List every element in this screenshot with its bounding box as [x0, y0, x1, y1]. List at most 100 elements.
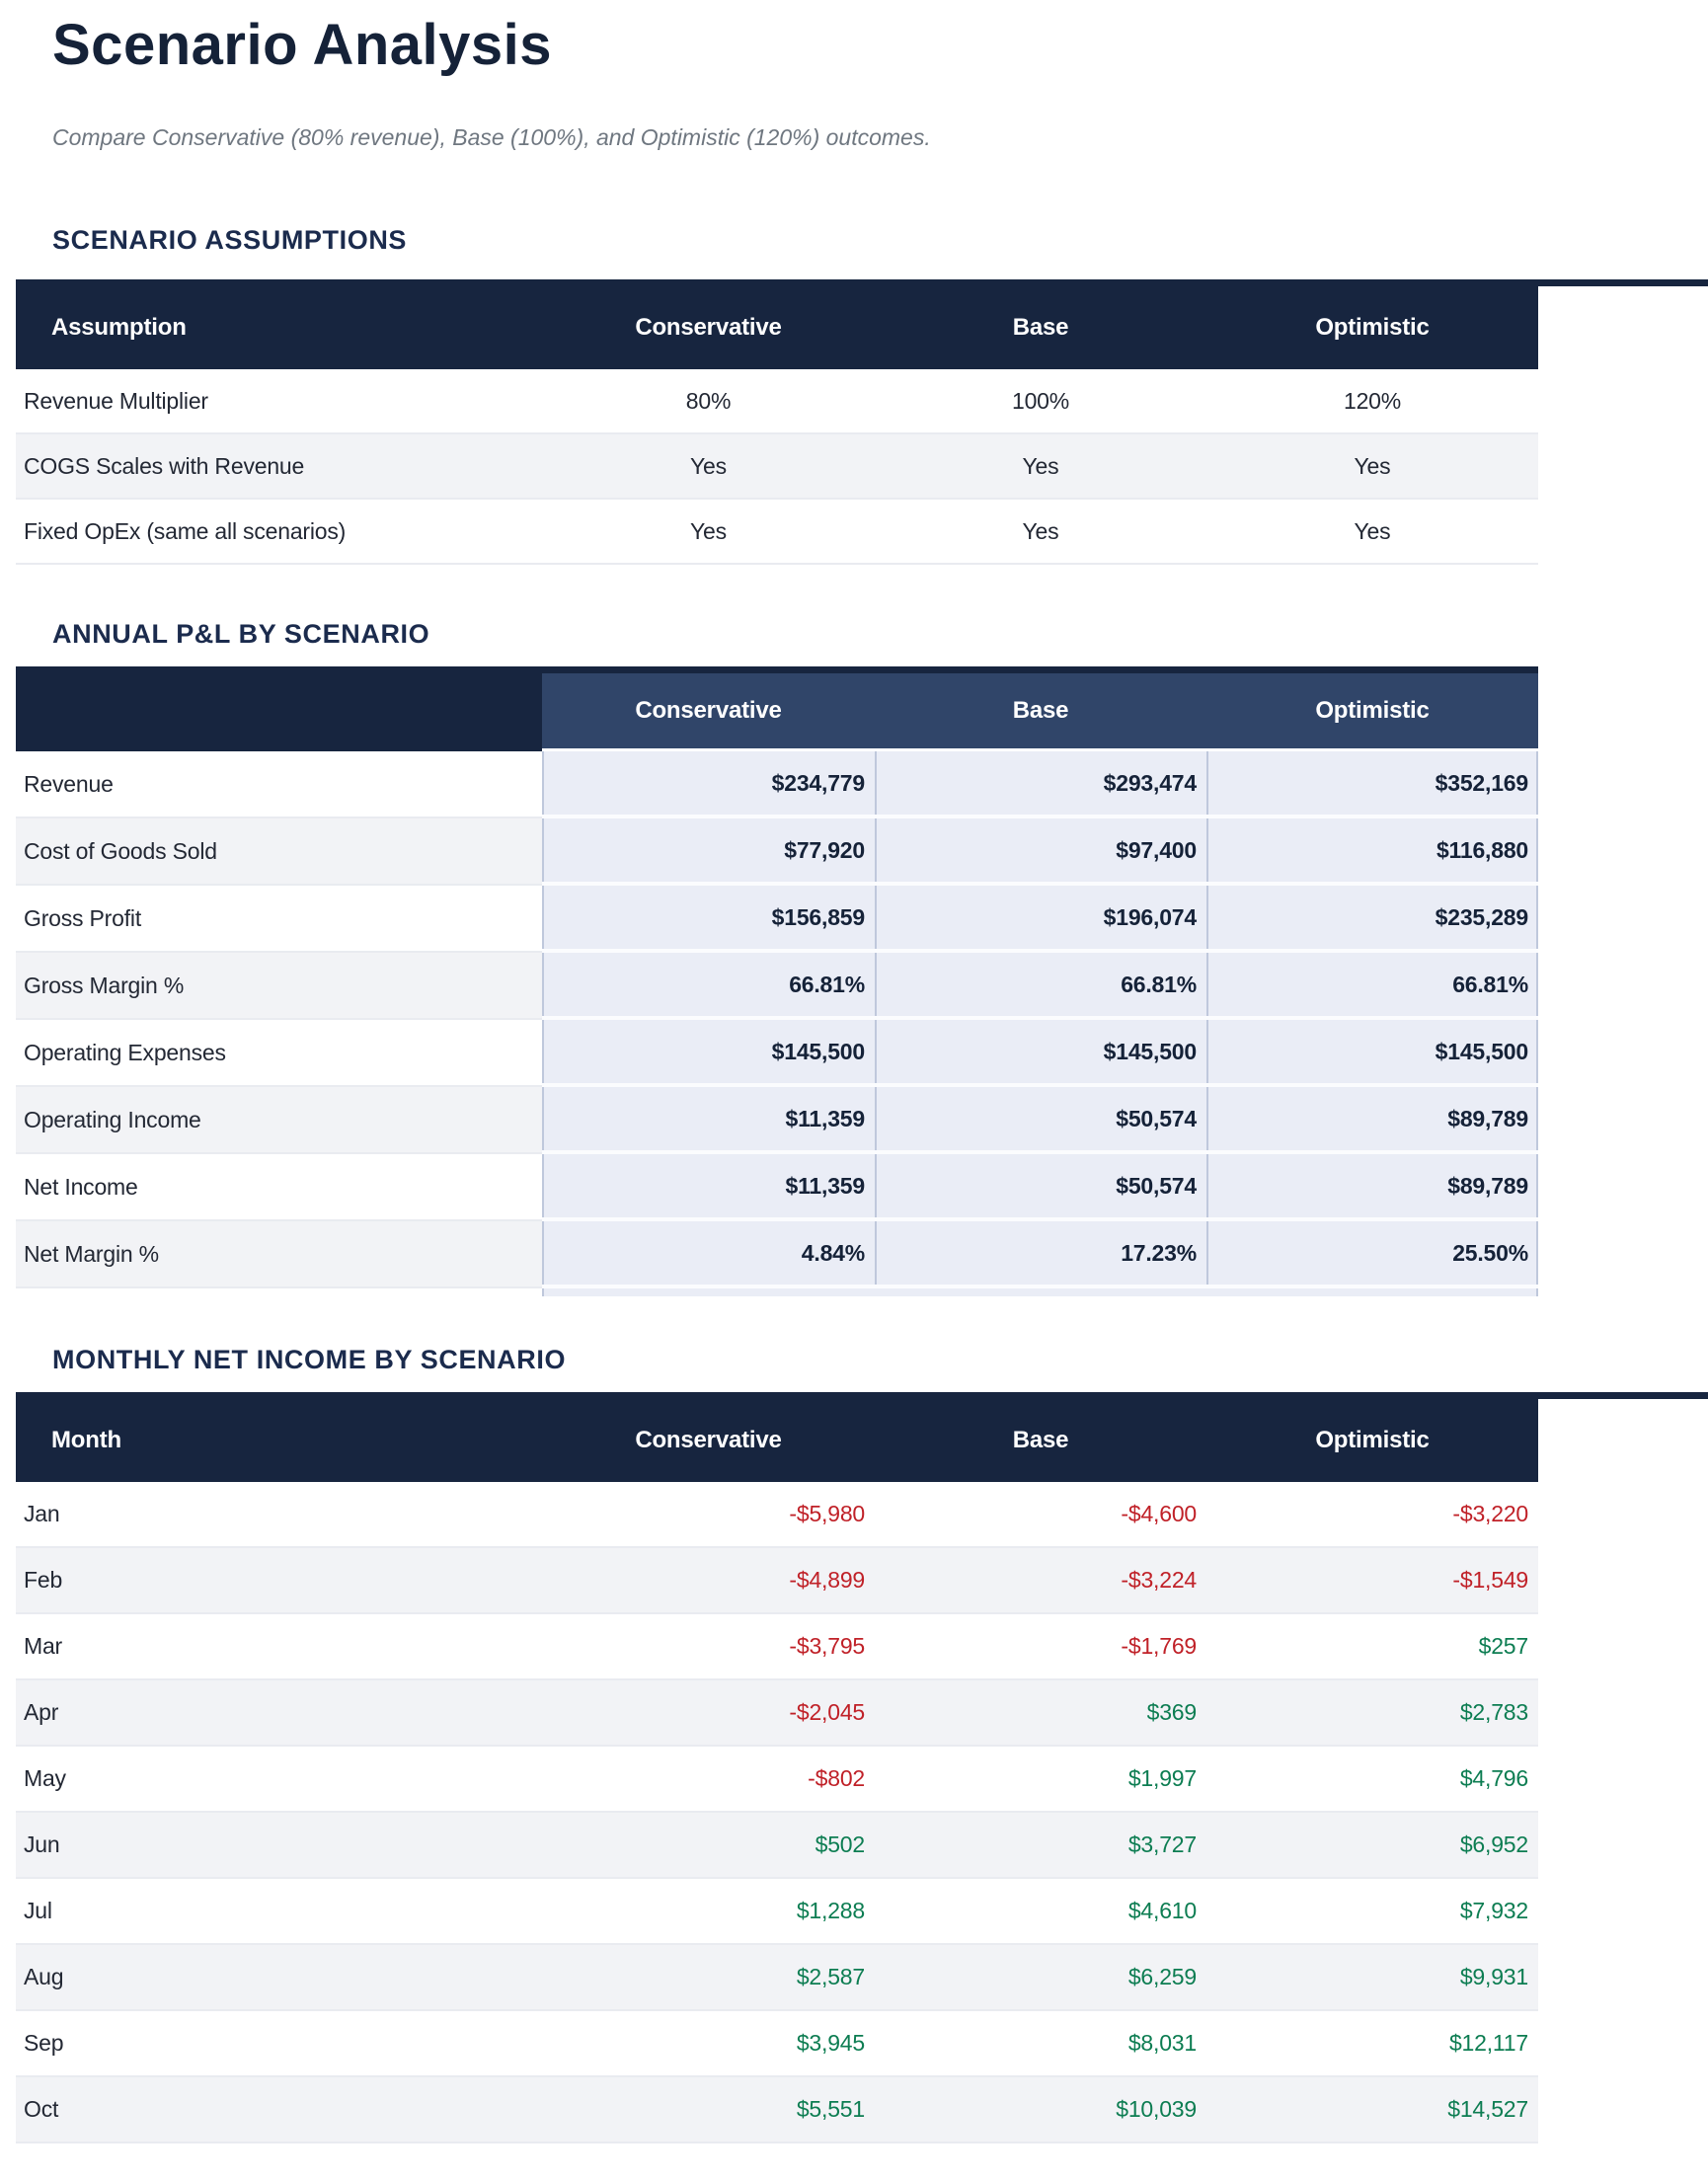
table-row: Cost of Goods Sold $77,920 $97,400 $116,… — [16, 818, 1538, 886]
assumption-row-label: Fixed OpEx (same all scenarios) — [16, 500, 542, 565]
pnl-value: $89,789 — [1206, 1087, 1538, 1154]
table-row: COGS Scales with Revenue Yes Yes Yes — [16, 434, 1538, 500]
month-label: May — [16, 1747, 542, 1813]
pnl-value: $234,779 — [542, 751, 875, 818]
table-row: Aug $2,587 $6,259 $9,931 — [16, 1945, 1538, 2011]
monthly-value: $8,031 — [875, 2011, 1206, 2077]
column-header-optimistic: Optimistic — [1206, 666, 1538, 751]
monthly-value: $369 — [875, 1680, 1206, 1747]
pnl-row-label: Operating Income — [16, 1087, 542, 1154]
pnl-value: 17.23% — [875, 1221, 1206, 1288]
table-row: Operating Expenses $145,500 $145,500 $14… — [16, 1020, 1538, 1087]
monthly-value: -$1,769 — [875, 1614, 1206, 1680]
column-header-conservative: Conservative — [635, 1427, 782, 1453]
pnl-value: $145,500 — [875, 1020, 1206, 1087]
pnl-value: 66.81% — [1206, 953, 1538, 1020]
pnl-row-label: Operating Expenses — [16, 1020, 542, 1087]
page-subtitle: Compare Conservative (80% revenue), Base… — [52, 124, 931, 150]
monthly-value: $4,796 — [1206, 1747, 1538, 1813]
pnl-value: $50,574 — [875, 1154, 1206, 1221]
pnl-value: $196,074 — [875, 886, 1206, 953]
pnl-value: 25.50% — [1206, 1221, 1538, 1288]
pnl-value: $116,880 — [1206, 818, 1538, 886]
table-row: Mar -$3,795 -$1,769 $257 — [16, 1614, 1538, 1680]
table-row: Fixed OpEx (same all scenarios) Yes Yes … — [16, 500, 1538, 565]
monthly-header-row: Month Conservative Base Optimistic — [16, 1399, 1538, 1482]
monthly-value: -$3,220 — [1206, 1482, 1538, 1548]
monthly-value: -$2,045 — [542, 1680, 875, 1747]
pnl-row-label: Net Margin % — [16, 1221, 542, 1288]
assumption-row-label: COGS Scales with Revenue — [16, 434, 542, 500]
pnl-value: $145,500 — [1206, 1020, 1538, 1087]
month-label: Feb — [16, 1548, 542, 1614]
monthly-value: $9,931 — [1206, 1945, 1538, 2011]
monthly-value: $1,997 — [875, 1747, 1206, 1813]
pnl-value: $11,359 — [542, 1154, 875, 1221]
monthly-value: -$4,600 — [875, 1482, 1206, 1548]
monthly-value: $2,783 — [1206, 1680, 1538, 1747]
table-row: Apr -$2,045 $369 $2,783 — [16, 1680, 1538, 1747]
monthly-value: $1,288 — [542, 1879, 875, 1945]
annual-pnl-table: Conservative Base Optimistic Revenue $23… — [16, 666, 1708, 1296]
column-header-base: Base — [875, 666, 1206, 751]
monthly-value: -$3,224 — [875, 1548, 1206, 1614]
pnl-row-label: Gross Margin % — [16, 953, 542, 1020]
table-row: May -$802 $1,997 $4,796 — [16, 1747, 1538, 1813]
monthly-value: -$3,795 — [542, 1614, 875, 1680]
monthly-value: -$802 — [542, 1747, 875, 1813]
table-row: Jun $502 $3,727 $6,952 — [16, 1813, 1538, 1879]
pnl-value: $156,859 — [542, 886, 875, 953]
column-header-month: Month — [51, 1427, 121, 1453]
assumption-value: Yes — [542, 500, 875, 565]
column-header-assumption: Assumption — [51, 314, 187, 341]
table-row: Revenue $234,779 $293,474 $352,169 — [16, 751, 1538, 818]
monthly-value: $5,551 — [542, 2077, 875, 2143]
month-label: Apr — [16, 1680, 542, 1747]
assumption-value: Yes — [1206, 500, 1538, 565]
month-label: Jul — [16, 1879, 542, 1945]
month-label: Sep — [16, 2011, 542, 2077]
monthly-value: $502 — [542, 1813, 875, 1879]
pnl-value: $235,289 — [1206, 886, 1538, 953]
monthly-value: -$4,899 — [542, 1548, 875, 1614]
pnl-value: $89,789 — [1206, 1154, 1538, 1221]
assumptions-table: Assumption Conservative Base Optimistic … — [16, 279, 1708, 565]
table-row: Net Margin % 4.84% 17.23% 25.50% — [16, 1221, 1538, 1288]
assumption-value: Yes — [875, 500, 1206, 565]
column-header-conservative: Conservative — [542, 666, 875, 751]
pnl-value: 66.81% — [542, 953, 875, 1020]
pnl-table-footer-strip — [542, 1288, 1538, 1296]
table-row: Gross Profit $156,859 $196,074 $235,289 — [16, 886, 1538, 953]
monthly-value: $7,932 — [1206, 1879, 1538, 1945]
assumptions-section-heading: SCENARIO ASSUMPTIONS — [52, 225, 408, 255]
table-row: Feb -$4,899 -$3,224 -$1,549 — [16, 1548, 1538, 1614]
pnl-value: 4.84% — [542, 1221, 875, 1288]
table-row: Gross Margin % 66.81% 66.81% 66.81% — [16, 953, 1538, 1020]
monthly-value: $12,117 — [1206, 2011, 1538, 2077]
monthly-section-heading: MONTHLY NET INCOME BY SCENARIO — [52, 1345, 567, 1374]
table-row: Revenue Multiplier 80% 100% 120% — [16, 369, 1538, 434]
pnl-value: $352,169 — [1206, 751, 1538, 818]
pnl-value: $77,920 — [542, 818, 875, 886]
monthly-value: $6,259 — [875, 1945, 1206, 2011]
table-row: Sep $3,945 $8,031 $12,117 — [16, 2011, 1538, 2077]
pnl-value: $293,474 — [875, 751, 1206, 818]
annual-pnl-header-row: Conservative Base Optimistic — [16, 666, 1538, 751]
pnl-value: 66.81% — [875, 953, 1206, 1020]
monthly-value: -$1,549 — [1206, 1548, 1538, 1614]
month-label: Mar — [16, 1614, 542, 1680]
pnl-row-label: Cost of Goods Sold — [16, 818, 542, 886]
column-header-conservative: Conservative — [635, 314, 782, 341]
monthly-table: Month Conservative Base Optimistic Jan -… — [16, 1392, 1708, 2143]
table-row: Net Income $11,359 $50,574 $89,789 — [16, 1154, 1538, 1221]
column-header-optimistic: Optimistic — [1315, 314, 1430, 341]
pnl-row-label: Revenue — [16, 751, 542, 818]
monthly-value: $257 — [1206, 1614, 1538, 1680]
pnl-value: $11,359 — [542, 1087, 875, 1154]
table-row: Operating Income $11,359 $50,574 $89,789 — [16, 1087, 1538, 1154]
month-label: Oct — [16, 2077, 542, 2143]
column-header-optimistic: Optimistic — [1315, 1427, 1430, 1453]
assumption-value: 80% — [542, 369, 875, 434]
pnl-value: $50,574 — [875, 1087, 1206, 1154]
assumption-value: Yes — [542, 434, 875, 500]
